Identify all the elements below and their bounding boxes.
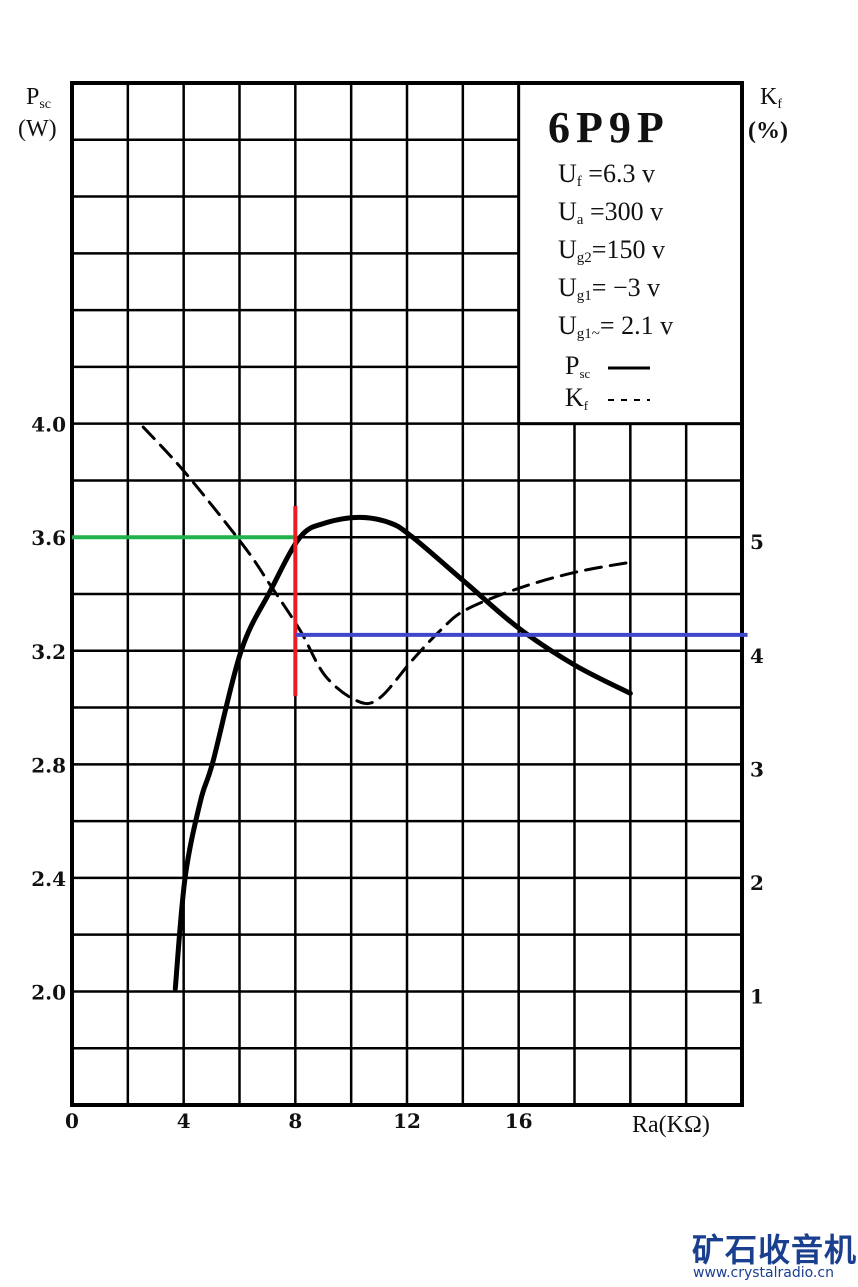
x-tick-label: 0 — [65, 1109, 79, 1133]
legend-condition: Ua =300 v — [558, 197, 663, 228]
y-left-label: Psc — [26, 84, 51, 112]
legend-condition: Ug1~= 2.1 v — [558, 311, 673, 342]
series-kf-line — [141, 425, 632, 706]
legend-title: 6P9P — [548, 103, 670, 152]
y-tick-label: 3.6 — [31, 526, 66, 550]
y2-tick-label: 2 — [750, 871, 764, 895]
y-tick-label: 3.2 — [31, 640, 66, 664]
watermark-text: 矿石收音机 — [692, 1231, 858, 1269]
y-tick-label: 2.8 — [31, 753, 66, 777]
legend-condition: Ug1= −3 v — [558, 273, 660, 304]
annotations — [72, 505, 748, 697]
y-tick-label: 4.0 — [31, 413, 66, 437]
legend: Uf =6.3 v Ua =300 v Ug2=150 v Ug1= −3 v Ug1~… — [558, 159, 673, 413]
series-psc-line — [172, 514, 633, 992]
x-tick-label: 8 — [288, 1109, 302, 1133]
legend-condition: Ug2=150 v — [558, 235, 665, 266]
y2-tick-label: 4 — [750, 644, 764, 668]
plot-frame — [70, 81, 744, 1107]
y2-tick-label: 3 — [750, 757, 764, 781]
legend-series-key: Kf — [565, 383, 589, 413]
y-right-label: Kf — [760, 84, 782, 112]
y-right-unit: (%) — [748, 118, 788, 144]
x-tick-label: 16 — [505, 1109, 533, 1133]
x-tick-label: 12 — [393, 1109, 421, 1133]
y-tick-label: 2.4 — [31, 867, 66, 891]
y-left-unit: (W) — [18, 116, 57, 142]
y2-tick-label: 1 — [750, 984, 764, 1008]
y-tick-label: 2.0 — [31, 980, 66, 1004]
curves — [141, 425, 633, 992]
watermark-url: www.crystalradio.cn — [693, 1265, 834, 1281]
legend-series-key: Psc — [565, 351, 591, 381]
tick-labels: 0 4 8 12 16 4.0 3.6 3.2 2.8 2.4 2.0 5 4 3 2 1 — [31, 413, 764, 1133]
x-axis-label: Ra(KΩ) — [632, 1112, 710, 1138]
x-tick-label: 4 — [177, 1109, 191, 1133]
legend-condition: Uf =6.3 v — [558, 159, 655, 190]
y2-tick-label: 5 — [750, 530, 764, 554]
